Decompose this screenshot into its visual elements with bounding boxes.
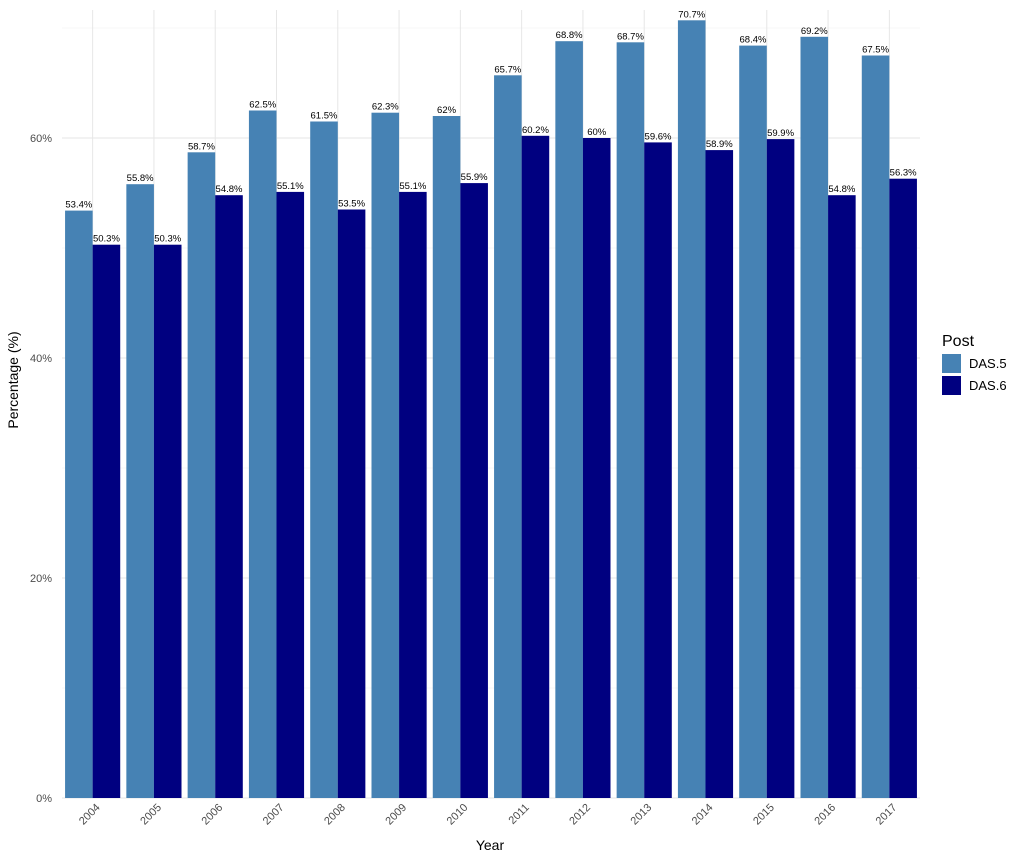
x-tick-label: 2016 (812, 802, 838, 828)
x-tick-label: 2017 (874, 802, 900, 828)
bar-DAS.6-2013 (644, 142, 672, 798)
bars (65, 20, 917, 799)
y-axis-title: Percentage (%) (5, 331, 21, 428)
bar-label-DAS.6-2004: 50.3% (93, 234, 120, 245)
bar-DAS.6-2016 (828, 195, 856, 798)
legend-label-DAS.6: DAS.6 (969, 378, 1007, 393)
bar-label-DAS.6-2012: 60% (587, 127, 607, 138)
x-tick-label: 2014 (690, 802, 716, 828)
bar-label-DAS.5-2014: 70.7% (678, 9, 705, 20)
legend-title: Post (942, 333, 975, 350)
bar-label-DAS.5-2010: 62% (437, 105, 457, 116)
bar-DAS.6-2006 (215, 195, 243, 798)
bar-DAS.6-2012 (582, 138, 611, 798)
bar-DAS.6-2004 (92, 244, 121, 798)
bar-label-DAS.6-2014: 58.9% (706, 139, 733, 150)
bar-DAS.5-2013 (616, 42, 645, 799)
bar-label-DAS.5-2016: 69.2% (801, 26, 828, 37)
bar-labels: 53.4% 50.3% 55.8% 50.3% 58.7% 54.8% 62.5% 55.1%… (65, 9, 917, 244)
bar-DAS.6-2015 (766, 139, 795, 799)
x-tick-label: 2004 (77, 802, 103, 828)
bar-label-DAS.6-2017: 56.3% (890, 168, 917, 179)
bar-label-DAS.5-2011: 65.7% (494, 64, 521, 75)
bar-DAS.5-2014 (677, 20, 706, 799)
legend-label-DAS.5: DAS.5 (969, 356, 1007, 371)
x-tick-label: 2013 (629, 802, 655, 828)
bar-DAS.5-2016 (800, 36, 829, 799)
legend-key-DAS.5 (942, 354, 961, 373)
legend-key-DAS.6 (942, 376, 961, 395)
legend: Post DAS.5 DAS.6 (942, 333, 1007, 395)
bar-label-DAS.6-2009: 55.1% (399, 181, 426, 192)
y-tick-label: 0% (36, 793, 52, 805)
bar-label-DAS.5-2015: 68.4% (740, 35, 767, 46)
bar-DAS.5-2007 (248, 110, 277, 798)
bar-label-DAS.6-2005: 50.3% (154, 234, 181, 245)
x-axis-ticks: 2004 2005 2006 2007 2008 2009 2010 2011 2012 2013… (77, 802, 900, 828)
x-tick-label: 2011 (507, 802, 532, 827)
x-tick-label: 2012 (567, 802, 593, 828)
bar-DAS.6-2007 (276, 191, 305, 798)
y-tick-label: 40% (30, 353, 52, 365)
bar-label-DAS.5-2013: 68.7% (617, 31, 644, 42)
bar-DAS.5-2009 (371, 112, 400, 798)
y-tick-label: 20% (30, 573, 52, 585)
bar-label-DAS.5-2006: 58.7% (188, 141, 215, 152)
bar-label-DAS.6-2015: 59.9% (767, 128, 794, 139)
x-axis-title: Year (476, 837, 505, 853)
bar-DAS.5-2011 (494, 75, 522, 799)
bar-label-DAS.6-2016: 54.8% (828, 184, 855, 195)
x-tick-label: 2006 (200, 802, 226, 828)
y-tick-label: 60% (30, 133, 52, 145)
bar-DAS.5-2004 (65, 210, 93, 799)
bar-label-DAS.6-2013: 59.6% (645, 131, 672, 142)
bar-label-DAS.5-2009: 62.3% (372, 102, 399, 113)
bar-label-DAS.5-2012: 68.8% (556, 30, 583, 41)
bar-label-DAS.6-2007: 55.1% (277, 181, 304, 192)
y-axis-ticks: 0% 20% 40% 60% (30, 133, 52, 805)
bar-label-DAS.5-2008: 61.5% (311, 111, 338, 122)
x-tick-label: 2010 (445, 802, 471, 828)
bar-DAS.6-2008 (337, 209, 366, 798)
x-tick-label: 2007 (261, 802, 287, 828)
bar-DAS.5-2005 (126, 184, 154, 798)
x-tick-label: 2005 (138, 802, 164, 828)
bar-DAS.6-2017 (889, 178, 917, 798)
bar-label-DAS.6-2010: 55.9% (461, 172, 488, 183)
bar-DAS.5-2010 (432, 116, 461, 798)
bar-DAS.6-2005 (153, 244, 182, 798)
bar-label-DAS.6-2006: 54.8% (216, 184, 243, 195)
bar-DAS.5-2008 (310, 121, 338, 798)
bar-label-DAS.6-2008: 53.5% (338, 199, 365, 210)
bar-DAS.5-2006 (187, 152, 216, 799)
bar-label-DAS.6-2011: 60.2% (522, 125, 549, 136)
bar-DAS.6-2014 (705, 150, 734, 799)
x-tick-label: 2015 (751, 802, 777, 828)
x-tick-label: 2009 (383, 802, 409, 828)
bar-DAS.6-2011 (521, 135, 550, 799)
bar-label-DAS.5-2007: 62.5% (249, 100, 276, 111)
bar-DAS.5-2012 (555, 41, 583, 798)
bar-label-DAS.5-2005: 55.8% (127, 173, 154, 184)
bar-DAS.5-2015 (739, 45, 767, 799)
bar-label-DAS.5-2017: 67.5% (862, 45, 889, 56)
bar-DAS.6-2009 (399, 191, 427, 798)
bar-DAS.6-2010 (460, 183, 488, 799)
bar-DAS.5-2017 (861, 55, 890, 798)
x-tick-label: 2008 (322, 802, 348, 828)
bar-label-DAS.5-2004: 53.4% (65, 200, 92, 211)
